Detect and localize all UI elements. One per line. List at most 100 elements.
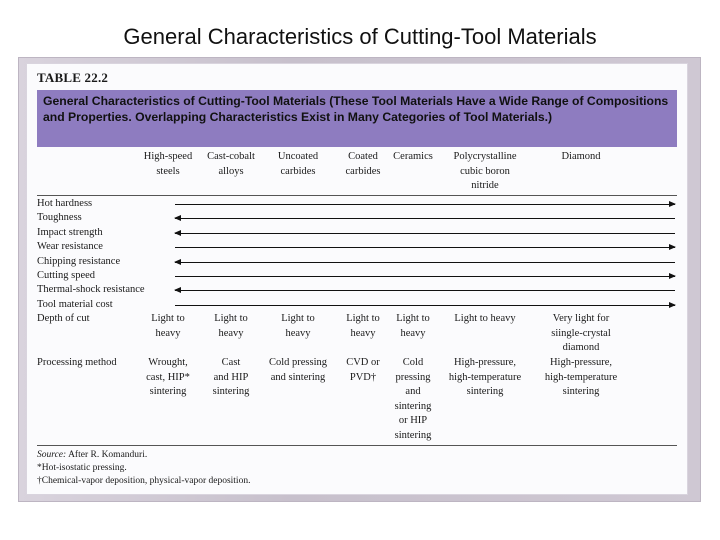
row-label-depth-of-cut: Depth of cut — [37, 313, 90, 325]
column-header-3-line: carbides — [280, 165, 316, 177]
depth-cell-5: Light to heavy — [386, 312, 440, 341]
row-label: Chipping resistance — [37, 255, 121, 267]
column-header-4-line: Coated — [348, 151, 378, 162]
column-header-6-line: Polycrystalline — [453, 151, 517, 162]
processing-cell-5-line: and — [405, 386, 421, 397]
processing-cell-6: High-pressure, high-temperature sintering — [434, 356, 536, 400]
column-header-1-line: steels — [156, 165, 180, 177]
column-header-6-line: nitride — [471, 180, 499, 191]
depth-cell-4: Light to heavy — [334, 312, 392, 341]
header-divider — [37, 195, 677, 196]
arrow-left-icon — [174, 229, 675, 236]
depth-cell-7-line: siingle-crystal — [551, 327, 611, 339]
column-header-4-line: carbides — [345, 165, 381, 177]
depth-cell-3-line: heavy — [285, 327, 311, 339]
source-label: Source: — [37, 450, 67, 460]
table-card: TABLE 22.2 General Characteristics of Cu… — [26, 63, 688, 495]
processing-cell-4-line: PVD† — [349, 371, 377, 383]
row-label: Tool material cost — [37, 298, 113, 310]
column-header-2-line: alloys — [218, 165, 244, 177]
column-header-3-line: Uncoated — [277, 151, 319, 162]
row-label: Impact strength — [37, 226, 103, 238]
row-label: Thermal-shock resistance — [37, 284, 145, 296]
column-header-2-line: Cast-cobalt — [207, 151, 255, 162]
depth-cell-2-line: heavy — [218, 327, 244, 339]
depth-cell-2-line: Light to — [214, 313, 248, 325]
depth-cell-3: Light to heavy — [256, 312, 340, 341]
arrow-right-icon — [175, 273, 676, 279]
arrowhead-icon — [174, 229, 181, 236]
arrow-right-icon — [175, 201, 676, 207]
footer-divider — [37, 445, 677, 446]
processing-cell-7-line: sintering — [562, 386, 600, 397]
depth-cell-4-line: Light to — [346, 313, 380, 325]
slide-title: General Characteristics of Cutting-Tool … — [123, 24, 597, 49]
depth-cell-1-line: Light to — [151, 313, 185, 325]
row-label: Hot hardness — [37, 198, 93, 209]
processing-cell-4-line: CVD or — [346, 357, 380, 368]
processing-cell-2-line: sintering — [212, 386, 250, 397]
processing-cell-4: CVD or PVD† — [332, 356, 394, 385]
source-note: Source: After R. Komanduri. — [37, 450, 147, 462]
depth-cell-4-line: heavy — [350, 327, 376, 339]
processing-cell-2: Cast and HIP sintering — [192, 356, 270, 400]
depth-cell-3-line: Light to — [281, 313, 315, 325]
column-header-1-line: High-speed — [143, 151, 193, 162]
processing-cell-5-line: or HIP — [398, 415, 428, 426]
table-number: TABLE 22.2 — [37, 70, 109, 85]
arrowhead-icon — [669, 201, 676, 207]
arrow-right-icon — [175, 244, 676, 251]
processing-cell-7-line: High-pressure, — [549, 357, 613, 368]
arrowhead-icon — [669, 273, 676, 279]
row-label: Toughness — [37, 212, 82, 224]
column-header-2: Cast-cobalt alloys — [194, 150, 268, 179]
row-label-processing-method: Processing method — [37, 357, 117, 368]
depth-cell-6: Light to heavy — [436, 312, 534, 327]
arrowhead-icon — [669, 244, 676, 251]
depth-cell-1: Light to heavy — [129, 312, 207, 341]
footnote-hip: *Hot-isostatic pressing. — [37, 463, 127, 473]
row-label: Cutting speed — [37, 270, 96, 281]
depth-cell-7: Very light for siingle-crystal diamond — [522, 312, 640, 356]
depth-cell-2: Light to heavy — [194, 312, 268, 341]
column-header-6-line: cubic boron — [460, 165, 510, 177]
depth-cell-5-line: Light to — [396, 313, 430, 325]
processing-cell-1: Wrought, cast, HIP* sintering — [127, 356, 209, 400]
processing-cell-5-line: Cold — [402, 357, 424, 368]
processing-cell-7-line: high-temperature — [544, 371, 618, 383]
arrowhead-icon — [174, 215, 181, 222]
processing-cell-5-line: sintering — [394, 400, 432, 412]
column-header-3: Uncoated carbides — [256, 150, 340, 179]
depth-cell-7-line: diamond — [562, 342, 600, 354]
processing-cell-6-line: high-temperature — [448, 371, 522, 383]
footnote-cvd: †Chemical-vapor deposition, physical-vap… — [37, 476, 251, 486]
arrow-right-icon — [175, 301, 676, 308]
depth-cell-6-line: Light to heavy — [454, 313, 516, 325]
processing-cell-6-line: sintering — [466, 386, 504, 397]
processing-cell-3-line: and sintering — [270, 371, 326, 383]
column-header-4: Coated carbides — [334, 150, 392, 179]
processing-cell-5-line: pressing — [395, 371, 431, 383]
column-header-5-line: Ceramics — [393, 151, 433, 162]
processing-cell-1-line: sintering — [149, 386, 187, 397]
processing-cell-5-line: sintering — [394, 429, 432, 441]
arrow-left-icon — [174, 215, 675, 222]
processing-cell-1-line: cast, HIP* — [146, 371, 190, 383]
row-label: Wear resistance — [37, 241, 103, 253]
column-header-6: Polycrystalline cubic boron nitride — [436, 150, 534, 194]
column-header-1: High-speed steels — [129, 150, 207, 179]
arrow-left-icon — [174, 258, 675, 265]
column-header-7: Diamond — [522, 150, 640, 165]
processing-cell-2-line: Cast — [221, 357, 241, 368]
arrowhead-icon — [669, 301, 676, 308]
arrowhead-icon — [174, 258, 181, 265]
column-header-5: Ceramics — [386, 150, 440, 165]
arrow-left-icon — [174, 287, 675, 294]
processing-cell-3: Cold pressing and sintering — [254, 356, 342, 385]
processing-cell-5: Cold pressing and sintering or HIP sintering — [384, 356, 442, 443]
depth-cell-1-line: heavy — [155, 327, 181, 339]
processing-cell-1-line: Wrought, — [148, 357, 188, 368]
processing-cell-6-line: High-pressure, — [453, 357, 517, 368]
processing-cell-7: High-pressure, high-temperature sintering — [520, 356, 642, 400]
arrowhead-icon — [174, 287, 181, 294]
